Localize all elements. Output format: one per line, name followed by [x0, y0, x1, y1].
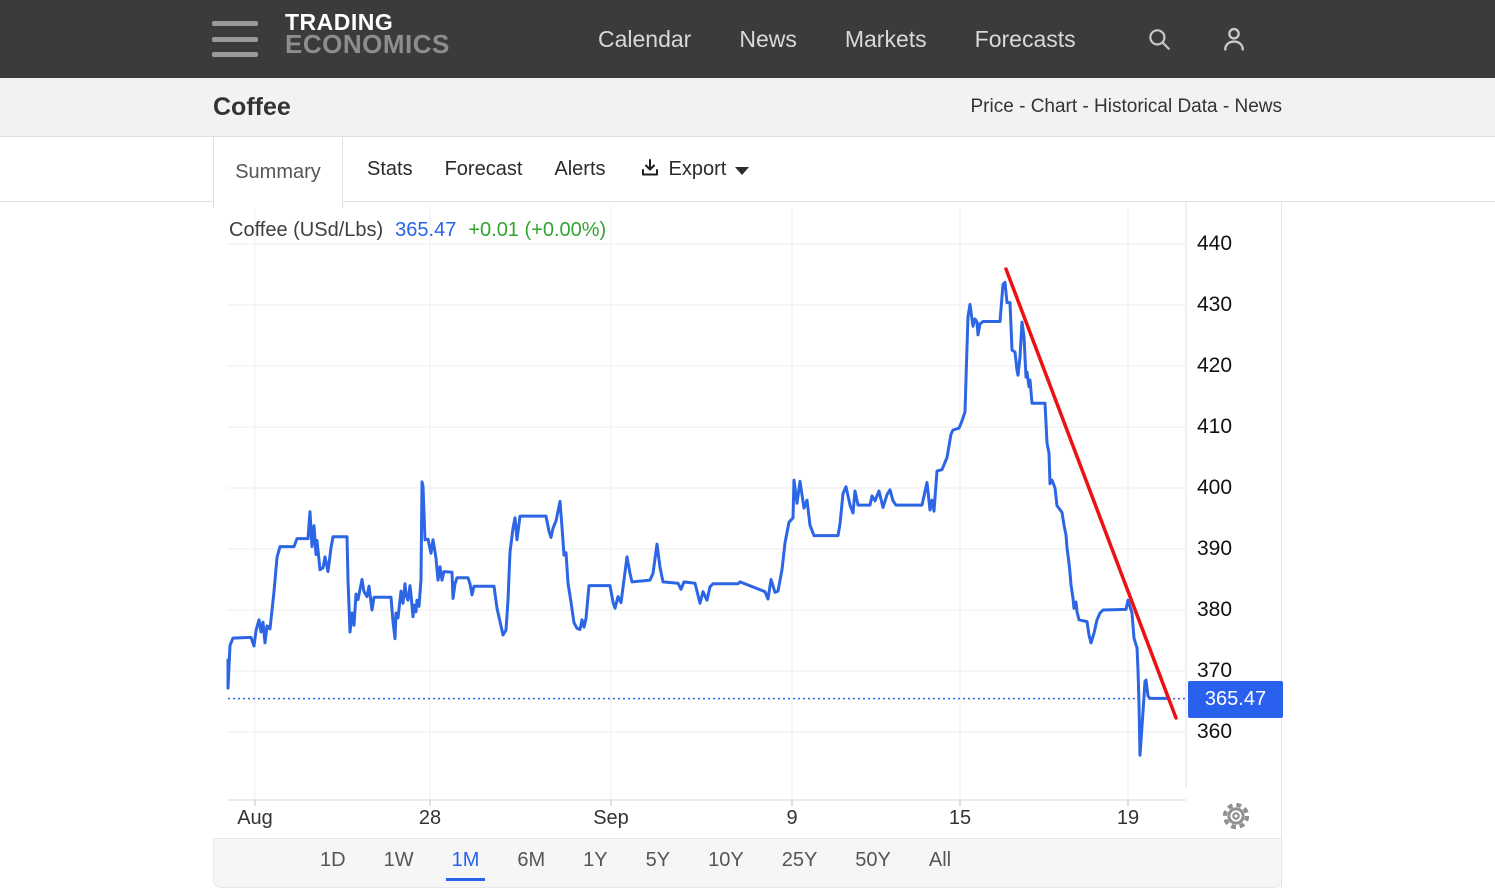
separator: -	[1217, 96, 1235, 117]
navbar: TRADING ECONOMICS Calendar News Markets For…	[0, 0, 1495, 78]
header-links: Price - Chart - Historical Data - News	[971, 96, 1283, 118]
chart-title-row: Coffee (USd/Lbs) 365.47 +0.01 (+0.00%)	[229, 219, 606, 242]
range-button-25y[interactable]: 25Y	[776, 845, 824, 881]
menu-icon	[212, 36, 258, 42]
menu-icon	[212, 52, 258, 57]
range-button-6m[interactable]: 6M	[511, 845, 551, 881]
nav-links: Calendar News Markets Forecasts	[598, 0, 1248, 78]
current-price-badge: 365.47	[1188, 681, 1283, 718]
price-chart	[226, 202, 1187, 806]
logo-line2: ECONOMICS	[285, 28, 450, 59]
trend-line	[1004, 267, 1178, 720]
logo-line1: TRADING	[285, 9, 394, 35]
tab-forecast[interactable]: Forecast	[444, 157, 523, 180]
range-button-1w[interactable]: 1W	[378, 845, 420, 881]
header-link-price[interactable]: Price	[970, 96, 1014, 117]
y-axis-label: 420	[1197, 354, 1233, 377]
header-link-chart[interactable]: Chart	[1030, 96, 1078, 117]
y-axis-label: 400	[1197, 476, 1233, 499]
y-axis-label: 410	[1197, 415, 1233, 438]
y-axis-label: 390	[1197, 537, 1233, 560]
tab-group: Stats Forecast Alerts	[367, 137, 606, 201]
nav-item-calendar[interactable]: Calendar	[598, 25, 692, 52]
chart-card: Coffee (USd/Lbs) 365.47 +0.01 (+0.00%) 4…	[213, 202, 1283, 888]
range-button-1y[interactable]: 1Y	[577, 845, 613, 881]
x-axis-label: 15	[948, 807, 972, 829]
range-button-1d[interactable]: 1D	[314, 845, 352, 881]
gear-icon	[1222, 802, 1250, 830]
export-button[interactable]: Export	[638, 137, 750, 201]
nav-menu: Calendar News Markets Forecasts	[598, 26, 1076, 53]
user-icon	[1223, 27, 1244, 51]
export-download-icon	[641, 159, 658, 176]
nav-item-markets[interactable]: Markets	[844, 25, 927, 52]
search-button[interactable]	[1146, 26, 1172, 52]
tab-stats[interactable]: Stats	[367, 157, 413, 180]
range-button-5y[interactable]: 5Y	[640, 845, 676, 881]
tab-summary[interactable]: Summary	[213, 137, 343, 208]
chart-settings-button[interactable]	[1216, 796, 1256, 836]
range-strip: 1D 1W 1M 6M 1Y 5Y 10Y 25Y 50Y All	[213, 838, 1282, 888]
y-axis-label: 380	[1197, 598, 1233, 621]
menu-button[interactable]	[212, 21, 258, 57]
range-button-10y[interactable]: 10Y	[702, 845, 750, 881]
export-label: Export	[668, 157, 727, 180]
tab-alerts[interactable]: Alerts	[554, 157, 606, 180]
y-axis-label: 370	[1197, 659, 1233, 682]
x-axis-label: 19	[1116, 807, 1140, 829]
search-icon	[1148, 29, 1170, 50]
nav-item-news[interactable]: News	[739, 25, 797, 52]
x-axis-label: Sep	[593, 807, 629, 829]
x-axis-label: 28	[418, 807, 442, 829]
menu-icon	[212, 21, 258, 26]
y-axis-label: 430	[1197, 293, 1233, 316]
page-header: Coffee Price - Chart - Historical Data -…	[0, 78, 1495, 137]
user-button[interactable]	[1220, 25, 1248, 53]
header-link-news[interactable]: News	[1234, 96, 1282, 117]
chart-change: +0.01 (+0.00%)	[468, 219, 607, 241]
logo[interactable]: TRADING ECONOMICS	[285, 9, 450, 59]
page-title: Coffee	[213, 92, 291, 121]
header-link-historical-data[interactable]: Historical Data	[1094, 96, 1218, 117]
y-axis-label: 360	[1197, 720, 1233, 743]
range-button-all[interactable]: All	[923, 845, 957, 881]
range-button-1m[interactable]: 1M	[445, 845, 486, 881]
tab-bar: Summary Stats Forecast Alerts Export	[0, 137, 1495, 208]
range-button-50y[interactable]: 50Y	[849, 845, 897, 881]
separator: -	[1013, 96, 1031, 117]
caret-down-icon	[735, 166, 750, 175]
chart-last-price: 365.47	[395, 219, 457, 241]
x-axis-label: 9	[786, 807, 798, 829]
chart-instrument-label: Coffee (USd/Lbs)	[229, 219, 384, 241]
price-line-path	[226, 280, 1171, 757]
y-axis-label: 440	[1197, 232, 1233, 255]
nav-item-forecasts[interactable]: Forecasts	[974, 25, 1076, 52]
x-axis-label: Aug	[237, 807, 273, 829]
separator: -	[1077, 96, 1095, 117]
